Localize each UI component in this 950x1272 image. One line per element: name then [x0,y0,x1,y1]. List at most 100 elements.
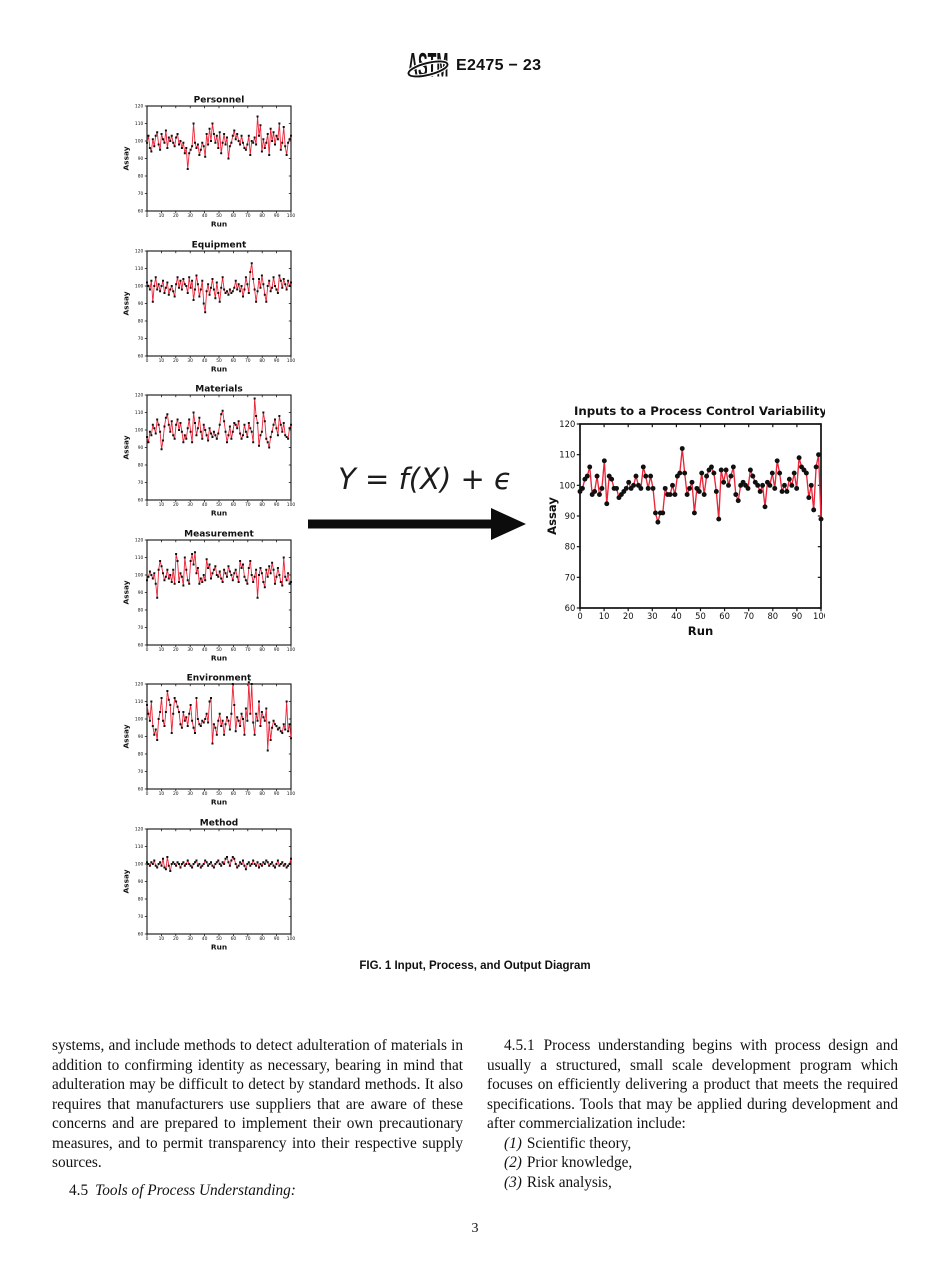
svg-text:40: 40 [671,611,682,621]
svg-text:120: 120 [135,249,144,255]
paragraph-number: 4.5.1 [504,1037,535,1054]
svg-text:Run: Run [211,654,227,663]
section-heading-4-5: 4.5 Tools of Process Understanding: [52,1181,463,1201]
svg-text:120: 120 [559,419,575,429]
svg-text:120: 120 [135,104,144,110]
svg-text:50: 50 [695,611,706,621]
svg-text:120: 120 [135,827,144,833]
svg-text:50: 50 [216,647,222,653]
svg-text:90: 90 [138,301,144,307]
svg-text:80: 80 [565,542,576,552]
svg-text:30: 30 [187,358,193,364]
svg-text:40: 40 [202,936,208,942]
svg-text:20: 20 [173,936,179,942]
process-arrow-icon [308,508,526,540]
svg-text:80: 80 [138,174,144,180]
svg-text:0: 0 [146,358,149,364]
svg-text:10: 10 [159,213,165,219]
svg-text:50: 50 [216,791,222,797]
svg-text:100: 100 [287,358,296,364]
svg-text:60: 60 [231,791,237,797]
svg-text:110: 110 [135,844,144,850]
svg-text:Assay: Assay [122,435,131,459]
svg-text:90: 90 [138,590,144,596]
section-title: Tools of Process Understanding: [95,1181,296,1199]
svg-text:60: 60 [231,358,237,364]
svg-text:110: 110 [135,699,144,705]
svg-text:110: 110 [135,555,144,561]
svg-text:20: 20 [173,791,179,797]
svg-text:50: 50 [216,502,222,508]
list-item-number: (1) [504,1134,522,1152]
svg-text:80: 80 [259,647,265,653]
svg-text:30: 30 [647,611,658,621]
svg-text:Run: Run [211,798,227,807]
svg-text:90: 90 [138,445,144,451]
chart-equipment: Equipment 0 10 20 30 40 50 60 70 80 90 100 60 70 80 90 1… [120,240,296,381]
svg-text:110: 110 [135,266,144,272]
svg-text:10: 10 [599,611,610,621]
svg-text:60: 60 [231,936,237,942]
svg-text:60: 60 [138,932,144,938]
list-item-number: (2) [504,1154,522,1171]
svg-text:0: 0 [146,791,149,797]
svg-text:90: 90 [138,879,144,885]
svg-text:Run: Run [211,220,227,229]
svg-text:110: 110 [559,450,575,460]
svg-text:Run: Run [211,509,227,518]
svg-text:90: 90 [274,791,280,797]
svg-text:Run: Run [688,624,713,638]
svg-text:20: 20 [173,358,179,364]
body-right-column: 4.5.1 Process understanding begins with p… [487,1036,898,1192]
svg-text:30: 30 [187,936,193,942]
svg-text:100: 100 [287,936,296,942]
svg-text:100: 100 [135,717,144,723]
svg-text:40: 40 [202,791,208,797]
svg-text:90: 90 [274,936,280,942]
svg-text:Equipment: Equipment [192,241,247,251]
chart-method: Method 0 10 20 30 40 50 60 70 80 90 100 60 70 80 90 100 1… [120,818,296,959]
list-item: (1) Scientific theory, [487,1134,898,1154]
svg-text:90: 90 [274,358,280,364]
svg-text:70: 70 [245,358,251,364]
svg-text:Materials: Materials [195,385,242,395]
svg-text:10: 10 [159,936,165,942]
svg-text:40: 40 [202,358,208,364]
svg-text:20: 20 [623,611,634,621]
svg-text:60: 60 [138,498,144,504]
svg-text:100: 100 [135,428,144,434]
svg-text:100: 100 [135,139,144,145]
svg-text:60: 60 [138,643,144,649]
svg-text:100: 100 [559,480,575,490]
svg-text:90: 90 [274,213,280,219]
svg-text:90: 90 [274,647,280,653]
svg-text:60: 60 [719,611,730,621]
svg-text:80: 80 [138,608,144,614]
chart-measurement: Measurement 0 10 20 30 40 50 60 70 80 90 100 60 70 80 9… [120,529,296,670]
svg-text:40: 40 [202,213,208,219]
svg-text:40: 40 [202,647,208,653]
svg-text:60: 60 [138,209,144,215]
svg-text:70: 70 [138,625,144,631]
svg-text:0: 0 [577,611,582,621]
svg-text:60: 60 [231,502,237,508]
paragraph-continuation: systems, and include methods to detect a… [52,1037,463,1171]
chart-materials: Materials 0 10 20 30 40 50 60 70 80 90 100 60 70 80 90 1… [120,384,296,525]
paragraph-text: Process understanding begins with proces… [487,1037,898,1132]
svg-text:Environment: Environment [187,674,252,684]
svg-text:10: 10 [159,502,165,508]
list-item-number: (3) [504,1173,522,1191]
svg-text:100: 100 [287,213,296,219]
svg-text:Assay: Assay [122,580,131,604]
svg-text:30: 30 [187,213,193,219]
svg-text:120: 120 [135,538,144,544]
svg-text:30: 30 [187,502,193,508]
astm-logo-icon: ASTM [407,46,449,84]
svg-text:110: 110 [135,121,144,127]
svg-text:70: 70 [138,191,144,197]
svg-text:50: 50 [216,936,222,942]
svg-text:100: 100 [287,647,296,653]
svg-text:80: 80 [138,897,144,903]
svg-text:70: 70 [565,572,576,582]
